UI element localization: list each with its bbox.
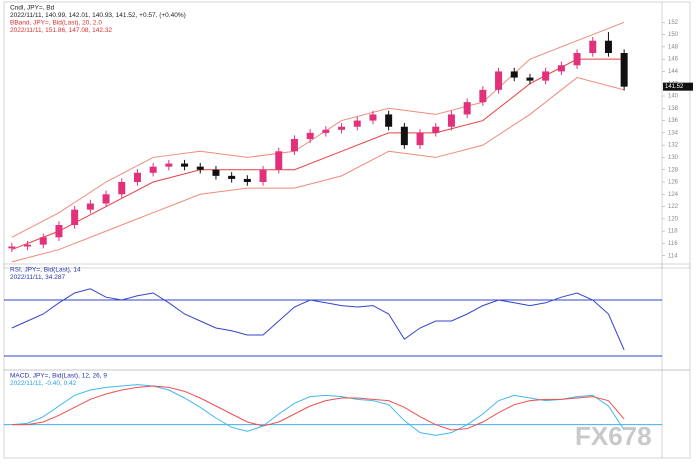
candle-body (620, 53, 628, 87)
y-tick-label: 150 (668, 32, 679, 38)
watermark: FX678 (575, 421, 652, 451)
candle-body (557, 65, 565, 72)
y-tick-label: 132 (668, 143, 679, 149)
candle-body (8, 246, 16, 249)
series-line (11, 58, 625, 251)
panel-header: MACD, JPY=, Bid(Last), 12, 26, 9 (10, 373, 107, 380)
candle-body (416, 132, 424, 146)
y-tick-label: 148 (668, 44, 679, 50)
y-tick-label: 136 (668, 118, 679, 124)
candle-body (447, 114, 455, 127)
panel-header: Cndl, JPY=, Bd (10, 5, 55, 12)
candle-body (526, 77, 534, 81)
candle-body (479, 89, 487, 103)
candle-body (86, 203, 94, 210)
candle-body (71, 209, 79, 225)
candle-body (55, 225, 63, 238)
candle-body (495, 71, 503, 90)
candle-body (573, 53, 581, 66)
candle-body (510, 71, 518, 78)
candle-body (604, 40, 612, 53)
candle-body (589, 40, 597, 53)
panel-header: 2022/11/11, 140.99, 142.01, 140.93, 141.… (10, 12, 186, 19)
candle-body (369, 114, 377, 121)
y-tick-label: 138 (668, 106, 679, 112)
candle-body (463, 102, 471, 115)
candle-body (39, 237, 47, 245)
y-tick-label: 114 (668, 253, 678, 259)
candle-body (385, 114, 393, 127)
y-tick-label: 126 (668, 180, 679, 186)
y-tick-label: 128 (668, 167, 679, 173)
panel-frame (3, 1, 691, 269)
candle-body (243, 178, 251, 182)
candle-body (432, 126, 440, 133)
y-tick-label: 146 (668, 57, 679, 63)
candle-body (338, 126, 346, 130)
y-tick-label: 130 (668, 155, 679, 161)
candle-body (353, 120, 361, 127)
y-tick-label: 144 (668, 69, 679, 75)
y-tick-label: 152 (668, 20, 679, 26)
candle-body (542, 71, 550, 81)
series-line (11, 288, 625, 351)
candle-body (149, 166, 157, 173)
candle-body (212, 169, 220, 176)
candle-body (24, 244, 32, 247)
y-tick-label: 134 (668, 130, 679, 136)
y-tick-label: 124 (668, 192, 679, 198)
candle-body (133, 172, 141, 182)
series-line (11, 385, 625, 431)
candle-body (196, 166, 204, 170)
panel-frame (3, 369, 691, 459)
panel-header: BBand, JPY=, Bid(Last), 20, 2.0 (10, 20, 102, 27)
candle-body (181, 163, 189, 167)
candle-body (259, 169, 267, 182)
series-line (11, 21, 625, 238)
panel-header: RSI, JPY=, Bid(Last), 14 (10, 267, 81, 274)
panel-header: 2022/11/11, -0.40, 0.42 (10, 380, 77, 387)
candle-body (118, 182, 126, 195)
candle-body (275, 151, 283, 170)
candle-body (165, 163, 173, 167)
price-tag (663, 82, 693, 91)
price-label: 141.52 (665, 84, 684, 90)
panel-header: 2022/11/11, 34.287 (10, 274, 65, 281)
series-line (11, 77, 625, 263)
candle-body (306, 132, 314, 139)
candle-body (400, 126, 408, 146)
series-line (11, 384, 625, 436)
candle-body (102, 194, 110, 204)
candle-body (322, 129, 330, 133)
panel-header: 2022/11/11, 151.86, 147.08, 142.32 (10, 27, 112, 34)
y-tick-label: 140 (668, 94, 679, 100)
candle-body (228, 175, 236, 179)
y-tick-label: 120 (668, 216, 679, 222)
y-tick-label: 122 (668, 204, 679, 210)
y-tick-label: 116 (668, 241, 678, 247)
candle-body (290, 139, 298, 152)
y-tick-label: 118 (668, 229, 678, 235)
